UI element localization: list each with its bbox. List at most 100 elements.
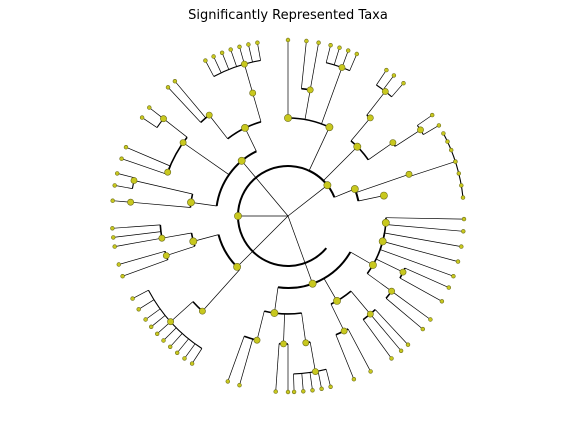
tree-edge — [166, 245, 195, 256]
taxon-node — [319, 386, 324, 391]
taxon-node — [175, 350, 180, 355]
taxon-node — [368, 369, 373, 374]
taxon-node — [381, 218, 390, 227]
tree-edge — [170, 301, 194, 322]
tree-edge — [236, 215, 289, 268]
tree-edge — [301, 40, 307, 89]
taxon-node — [225, 379, 231, 384]
taxon-node — [441, 131, 446, 136]
taxon-node — [161, 338, 166, 343]
tree-edge — [133, 180, 193, 195]
tree-edge — [244, 127, 257, 152]
taxon-node — [439, 299, 445, 304]
tree-edge — [384, 232, 462, 247]
taxon-node — [160, 115, 167, 123]
tree-edge — [163, 118, 188, 138]
taxon-node — [449, 147, 454, 153]
tree-edge — [121, 158, 168, 175]
taxon-node — [182, 356, 187, 361]
tree-edge — [375, 258, 404, 273]
tree-edge — [382, 75, 395, 91]
clade-arc — [213, 59, 261, 77]
figure-title: Significantly Represented Taxa — [188, 8, 388, 23]
taxon-node — [430, 112, 435, 118]
taxon-node — [337, 45, 342, 50]
taxon-node — [405, 342, 411, 347]
tree-edge — [117, 173, 135, 179]
tree-edge — [112, 224, 161, 229]
tree-edge — [350, 251, 374, 266]
tree-edge — [366, 91, 386, 116]
tree-edge — [190, 202, 217, 207]
taxon-node — [420, 326, 425, 332]
tree-edge — [293, 373, 295, 392]
tree-edge — [323, 146, 358, 181]
taxon-node — [302, 339, 310, 347]
tree-edge — [176, 338, 189, 354]
taxon-node — [167, 318, 174, 326]
taxon-node — [172, 78, 178, 84]
taxon-node — [461, 216, 467, 222]
tree-edge — [145, 308, 161, 320]
tree-edge — [252, 92, 262, 122]
tree-edge — [423, 125, 440, 135]
tree-edge — [349, 53, 358, 71]
tree-edge — [274, 287, 279, 314]
tree-edge — [347, 328, 371, 372]
taxon-node — [130, 177, 138, 184]
tree-edge — [191, 348, 203, 364]
taxon-node — [114, 171, 120, 176]
taxon-node — [285, 389, 291, 395]
taxon-node — [165, 85, 171, 90]
tree-edge — [350, 290, 371, 315]
clade-arc — [277, 251, 352, 289]
tree-edge — [325, 369, 331, 387]
taxon-node — [366, 310, 374, 318]
tree-edge — [317, 371, 322, 389]
tree-edge — [114, 185, 133, 189]
taxon-node — [384, 67, 389, 73]
tree-edge — [301, 312, 307, 343]
tree-edge — [309, 342, 316, 372]
tree-edge — [167, 87, 201, 123]
tree-edge — [283, 313, 285, 344]
tree-edge — [330, 303, 345, 332]
tree-edge — [239, 338, 254, 386]
tree-edge — [113, 231, 162, 238]
taxon-node — [381, 88, 389, 95]
taxon-node — [459, 183, 464, 188]
clade-arcs — [131, 59, 464, 375]
taxon-node — [149, 324, 154, 329]
clade-arc — [326, 62, 350, 72]
taxon-node — [461, 229, 466, 234]
taxon-node — [310, 388, 315, 393]
tree-edge — [309, 372, 313, 391]
tree-edge — [301, 373, 304, 392]
root-node — [287, 215, 289, 217]
taxon-node — [189, 237, 198, 246]
tree-edge — [399, 277, 443, 302]
taxon-node — [354, 51, 359, 57]
taxon-node — [249, 89, 257, 97]
tree-edge — [248, 44, 253, 63]
taxon-node — [233, 262, 241, 271]
tree-edge — [205, 60, 215, 77]
taxon-node — [455, 259, 461, 264]
taxon-node — [378, 237, 387, 246]
tree-edge — [368, 142, 394, 161]
tree-edge — [244, 64, 254, 94]
tree-edges — [112, 40, 465, 392]
tree-edge — [385, 224, 464, 232]
taxon-node — [436, 123, 442, 128]
taxon-node — [228, 47, 233, 52]
taxon-node — [328, 384, 333, 389]
taxon-node — [451, 274, 456, 279]
taxon-node — [353, 142, 362, 151]
tree-edge — [355, 173, 410, 193]
taxon-node — [241, 124, 249, 132]
taxon-node — [316, 40, 321, 45]
tree-edge — [391, 82, 404, 98]
taxon-node — [179, 139, 187, 146]
tree-edge — [321, 67, 343, 125]
